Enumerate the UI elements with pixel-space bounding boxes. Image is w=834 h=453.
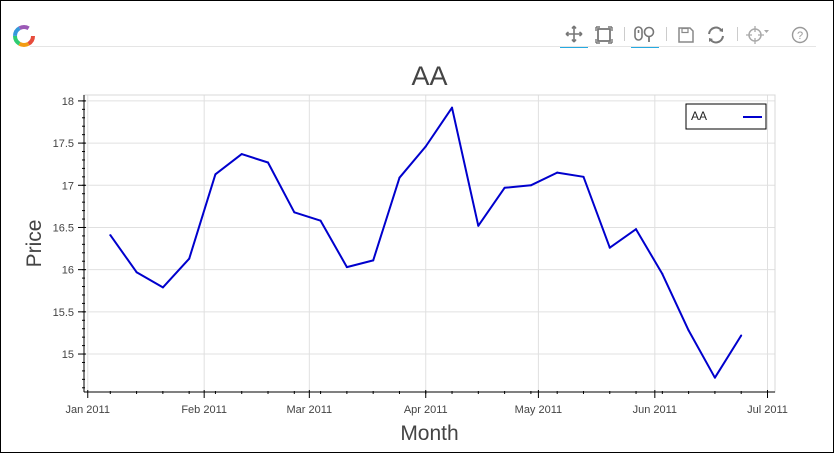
toolbar: ? [0, 0, 834, 48]
toolbar-divider [30, 46, 816, 47]
save-icon [678, 27, 694, 43]
data-point [529, 184, 532, 187]
y-tick-label: 18 [62, 96, 74, 108]
data-point [477, 224, 480, 227]
y-tick-label: 16 [62, 265, 74, 277]
data-point [740, 334, 743, 337]
help-tool[interactable]: ? [786, 22, 814, 48]
data-point [503, 186, 506, 189]
data-point [214, 173, 217, 176]
x-tick-label: Jul 2011 [747, 404, 788, 416]
data-point [372, 259, 375, 262]
data-point [608, 246, 611, 249]
save-tool[interactable] [672, 22, 700, 48]
x-tick-label: Mar 2011 [286, 404, 332, 416]
pan-icon [565, 25, 583, 43]
data-point [188, 257, 191, 260]
x-tick-label: Jun 2011 [633, 404, 677, 416]
x-tick-label: May 2011 [515, 404, 563, 416]
toolbar-separator [737, 27, 738, 41]
data-point [424, 145, 427, 148]
svg-text:?: ? [797, 30, 803, 42]
y-tick-label: 17.5 [53, 138, 74, 150]
crosshair-icon [746, 26, 769, 44]
data-point [345, 266, 348, 269]
y-axis-title: Price [23, 220, 46, 268]
box-zoom-tool[interactable] [590, 22, 618, 48]
bokeh-logo-icon [13, 25, 35, 47]
reset-tool[interactable] [702, 22, 730, 48]
data-point [135, 271, 138, 274]
y-tick-label: 15 [62, 349, 74, 361]
data-point [713, 376, 716, 379]
data-point [161, 286, 164, 289]
data-point [556, 171, 559, 174]
data-point [109, 234, 112, 237]
toolbar-separator [624, 27, 625, 41]
data-point [687, 329, 690, 332]
data-point [451, 106, 454, 109]
x-tick-label: Feb 2011 [181, 404, 227, 416]
help-icon: ? [791, 26, 809, 44]
data-point [319, 219, 322, 222]
data-point [398, 176, 401, 179]
data-point [240, 153, 243, 156]
x-axis-title: Month [400, 422, 458, 445]
data-point [293, 211, 296, 214]
box-zoom-icon [595, 26, 613, 44]
legend-label: AA [691, 109, 707, 123]
x-tick-label: Apr 2011 [404, 404, 448, 416]
data-point [635, 228, 638, 231]
x-tick-label: Jan 2011 [66, 404, 110, 416]
data-point [582, 175, 585, 178]
wheel-zoom-icon [634, 26, 655, 42]
plot-area [84, 95, 775, 392]
chart-title: AA [411, 61, 447, 91]
crosshair-tool[interactable] [744, 22, 772, 48]
y-tick-label: 15.5 [53, 307, 74, 319]
toolbar-separator [666, 27, 667, 41]
pan-tool[interactable] [560, 22, 588, 48]
y-tick-label: 17 [62, 180, 74, 192]
data-point [661, 272, 664, 275]
reset-icon [708, 26, 724, 44]
data-point [267, 161, 270, 164]
wheel-zoom-tool[interactable] [631, 22, 659, 48]
y-tick-label: 16.5 [53, 222, 74, 234]
